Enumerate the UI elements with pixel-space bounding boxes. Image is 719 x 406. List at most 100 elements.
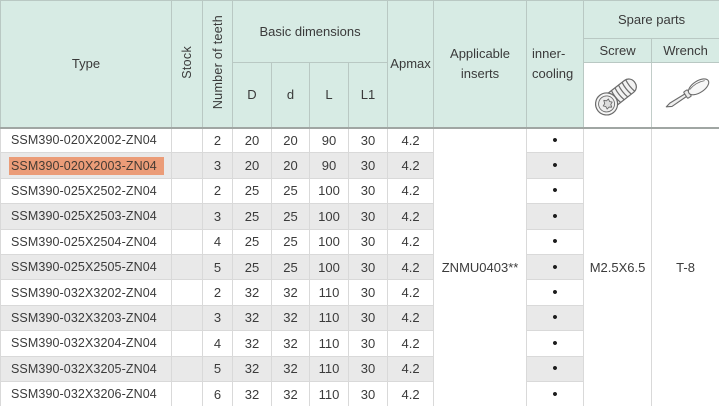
cell-type: SSM390-025X2503-ZN04 [0, 203, 172, 230]
cell-d: 20 [271, 126, 310, 154]
cell-teeth: 2 [202, 177, 233, 205]
cell-apmax: 4.2 [387, 330, 435, 357]
cell-L: 100 [309, 228, 349, 255]
header-col-D: D [232, 62, 272, 128]
table-row: SSM390-020X2003-ZN04 3 20 20 90 30 4.2 • [0, 152, 719, 179]
cell-L1: 30 [347, 203, 389, 230]
cell-inner-cooling: • [526, 152, 585, 179]
cell-teeth: 3 [202, 203, 233, 230]
cell-stock [171, 203, 203, 230]
cell-type: SSM390-032X3206-ZN04 [0, 380, 172, 406]
wrench-icon [653, 72, 719, 118]
cell-teeth: 2 [202, 279, 233, 306]
header-wrench: Wrench [651, 38, 719, 63]
type-text[interactable]: SSM390-032X3206-ZN04 [11, 387, 157, 402]
header-row-1: Type Stock Number of teeth Basic dimensi… [0, 0, 719, 128]
cell-apmax: 4.2 [387, 279, 435, 306]
cell-apmax: 4.2 [387, 228, 435, 255]
cell-type: SSM390-032X3205-ZN04 [0, 355, 172, 382]
table-row: SSM390-025X2504-ZN04 4 25 25 100 30 4.2 … [0, 228, 719, 255]
header-teeth-label: Number of teeth [210, 15, 225, 110]
cell-d: 20 [271, 152, 310, 179]
cell-L1: 30 [347, 177, 389, 205]
header-apmax: Apmax [387, 0, 435, 128]
cell-apmax: 4.2 [387, 177, 435, 205]
wrench-icon-cell [651, 62, 719, 128]
cell-type: SSM390-020X2002-ZN04 [0, 126, 172, 154]
cell-type: SSM390-025X2502-ZN04 [0, 177, 172, 205]
table-row: SSM390-032X3203-ZN04 3 32 32 110 30 4.2 … [0, 304, 719, 332]
table-row: SSM390-020X2002-ZN04 2 20 20 90 30 4.2 Z… [0, 126, 719, 406]
cell-inner-cooling: • [526, 177, 585, 205]
header-applicable-inserts: Applicable inserts [433, 0, 528, 128]
cell-d: 32 [271, 279, 310, 306]
cell-D: 32 [232, 304, 272, 332]
cell-L1: 30 [347, 152, 389, 179]
cell-d: 25 [271, 253, 310, 281]
cell-inner-cooling: • [526, 126, 585, 154]
cell-stock [171, 330, 203, 357]
header-col-L1: L1 [347, 62, 389, 128]
cell-L1: 30 [347, 253, 389, 281]
cell-teeth: 2 [202, 126, 233, 154]
header-screw: Screw [583, 38, 653, 63]
cell-D: 32 [232, 279, 272, 306]
cell-L: 100 [309, 203, 349, 230]
cell-L: 90 [309, 152, 349, 179]
header-col-L: L [309, 62, 349, 128]
header-row-3: D d L L1 [1, 62, 719, 128]
cell-type: SSM390-020X2003-ZN04 [0, 152, 172, 179]
cell-D: 25 [232, 228, 272, 255]
type-text[interactable]: SSM390-032X3204-ZN04 [11, 336, 157, 351]
cell-L1: 30 [347, 126, 389, 154]
cell-d: 32 [271, 304, 310, 332]
cell-teeth: 5 [202, 355, 233, 382]
cell-stock [171, 304, 203, 332]
cell-apmax: 4.2 [387, 253, 435, 281]
cell-inner-cooling: • [526, 355, 585, 382]
cell-teeth: 4 [202, 330, 233, 357]
type-text[interactable]: SSM390-020X2003-ZN04 [9, 156, 164, 175]
cell-L1: 30 [347, 355, 389, 382]
cell-D: 25 [232, 177, 272, 205]
cell-stock [171, 177, 203, 205]
cell-L1: 30 [347, 228, 389, 255]
screw-icon-cell [583, 62, 653, 128]
header-stock: Stock [171, 0, 203, 128]
cell-stock [171, 380, 203, 406]
cell-stock [171, 126, 203, 154]
cell-D: 32 [232, 330, 272, 357]
cell-apmax: 4.2 [387, 380, 435, 406]
cell-inner-cooling: • [526, 330, 585, 357]
cell-wrench-spec: T-8 [651, 126, 719, 406]
cell-type: SSM390-032X3203-ZN04 [0, 304, 172, 332]
cell-L: 110 [309, 304, 349, 332]
type-text[interactable]: SSM390-032X3205-ZN04 [11, 361, 157, 376]
type-text[interactable]: SSM390-025X2503-ZN04 [11, 209, 157, 224]
cell-D: 20 [232, 126, 272, 154]
cell-L: 110 [309, 330, 349, 357]
type-text[interactable]: SSM390-025X2502-ZN04 [11, 183, 157, 198]
cell-L1: 30 [347, 279, 389, 306]
type-text[interactable]: SSM390-032X3202-ZN04 [11, 285, 157, 300]
cell-stock [171, 152, 203, 179]
cell-stock [171, 253, 203, 281]
header-basic-dimensions: Basic dimensions [231, 0, 389, 63]
type-text[interactable]: SSM390-025X2505-ZN04 [11, 260, 157, 275]
cell-L: 100 [309, 177, 349, 205]
type-text[interactable]: SSM390-032X3203-ZN04 [11, 310, 157, 325]
table-row: SSM390-025X2503-ZN04 3 25 25 100 30 4.2 … [0, 203, 719, 230]
cell-D: 25 [232, 253, 272, 281]
cell-d: 32 [271, 330, 310, 357]
cell-type: SSM390-025X2504-ZN04 [0, 228, 172, 255]
type-text[interactable]: SSM390-020X2002-ZN04 [11, 133, 157, 148]
header-number-of-teeth: Number of teeth [202, 0, 233, 128]
cell-teeth: 3 [202, 304, 233, 332]
cell-L: 90 [309, 126, 349, 154]
cell-d: 25 [271, 203, 310, 230]
cell-teeth: 5 [202, 253, 233, 281]
cell-type: SSM390-032X3202-ZN04 [0, 279, 172, 306]
type-text[interactable]: SSM390-025X2504-ZN04 [11, 234, 157, 249]
table-row: SSM390-032X3202-ZN04 2 32 32 110 30 4.2 … [0, 279, 719, 306]
